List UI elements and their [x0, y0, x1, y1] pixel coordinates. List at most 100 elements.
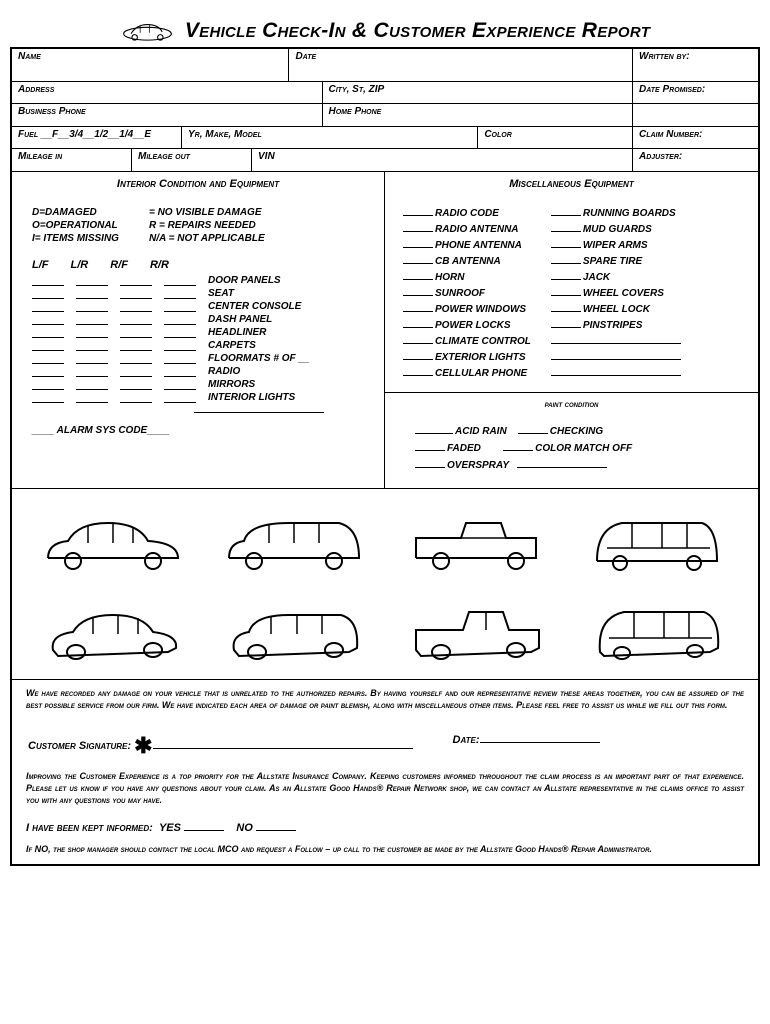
interior-row[interactable]: INTERIOR LIGHTS [32, 392, 364, 403]
form-page: Name Date Written by: Address City, St, … [10, 47, 760, 866]
label-address: Address [18, 84, 54, 95]
label-home-phone: Home Phone [329, 106, 382, 117]
misc-item[interactable]: WHEEL LOCK [551, 302, 681, 318]
misc-item[interactable]: CELLULAR PHONE [403, 366, 531, 382]
interior-row[interactable]: DASH PANEL [32, 314, 364, 325]
interior-item-label: SEAT [208, 288, 234, 299]
vehicle-van-rear-icon[interactable] [582, 503, 732, 578]
lfr-h: R/F [110, 259, 128, 271]
field-address[interactable]: Address [12, 82, 323, 103]
field-mileage-out[interactable]: Mileage out [132, 149, 252, 171]
label-sig-date: Date: [453, 734, 480, 746]
field-written-by[interactable]: Written by: [633, 49, 758, 81]
misc-title: Miscellaneous Equipment [385, 172, 758, 196]
field-adjuster[interactable]: Adjuster: [633, 149, 758, 171]
field-business-phone[interactable]: Business Phone [12, 104, 323, 126]
paint-section: paint condition ACID RAIN CHECKING FADED… [385, 392, 758, 488]
misc-item[interactable]: PINSTRIPES [551, 318, 681, 334]
misc-item[interactable]: CB ANTENNA [403, 254, 531, 270]
signature-row: Customer Signature: ✱ Date: [12, 719, 758, 767]
informed-row: I have been kept informed: YES NO [12, 816, 758, 840]
interior-item-label: RADIO [208, 366, 240, 377]
misc-item[interactable]: WHEEL COVERS [551, 286, 681, 302]
interior-item-label: MIRRORS [208, 379, 255, 390]
misc-item[interactable]: RADIO ANTENNA [403, 222, 531, 238]
misc-item[interactable]: HORN [403, 270, 531, 286]
misc-item[interactable]: RUNNING BOARDS [551, 206, 681, 222]
ifno-text: If NO, the shop manager should contact t… [12, 840, 758, 864]
misc-item[interactable]: SPARE TIRE [551, 254, 681, 270]
page-title: Vehicle Check-In & Customer Experience R… [185, 19, 650, 43]
paint-item[interactable]: FADED [447, 443, 481, 454]
interior-item-label: FLOORMATS # OF __ [208, 353, 310, 364]
interior-row[interactable]: FLOORMATS # OF __ [32, 353, 364, 364]
vehicle-wagon-iso-icon[interactable] [219, 590, 369, 665]
misc-item[interactable]: SUNROOF [403, 286, 531, 302]
field-name[interactable]: Name [12, 49, 289, 81]
field-date[interactable]: Date [289, 49, 633, 81]
interior-row[interactable]: SEAT [32, 288, 364, 299]
field-mileage-in[interactable]: Mileage in [12, 149, 132, 171]
informed-yes[interactable]: YES [159, 822, 181, 834]
field-yr-make-model[interactable]: Yr, Make, Model [182, 127, 478, 148]
lfr-h: L/R [71, 259, 89, 271]
paint-item[interactable]: CHECKING [550, 426, 603, 437]
misc-item[interactable]: POWER LOCKS [403, 318, 531, 334]
field-color[interactable]: Color [478, 127, 633, 148]
legend-col-1: D=DAMAGED O=OPERATIONAL I= ITEMS MISSING [32, 206, 119, 245]
misc-item[interactable]: MUD GUARDS [551, 222, 681, 238]
vehicle-sedan-side-icon[interactable] [38, 503, 188, 578]
asterisk-icon: ✱ [134, 733, 152, 758]
form-header: Vehicle Check-In & Customer Experience R… [10, 10, 760, 47]
vehicle-van-iso-icon[interactable] [582, 590, 732, 665]
label-color: Color [484, 129, 511, 140]
misc-item[interactable]: CLIMATE CONTROL [403, 334, 531, 350]
customer-signature[interactable]: Customer Signature: ✱ [28, 733, 413, 759]
field-vin[interactable]: VIN [252, 149, 633, 171]
misc-item[interactable]: WIPER ARMS [551, 238, 681, 254]
field-claim-number[interactable]: Claim Number: [633, 127, 758, 148]
interior-row[interactable]: HEADLINER [32, 327, 364, 338]
lfr-h: R/R [150, 259, 169, 271]
misc-item[interactable]: POWER WINDOWS [403, 302, 531, 318]
vehicle-truck-iso-icon[interactable] [401, 590, 551, 665]
informed-no[interactable]: NO [236, 822, 253, 834]
signature-date[interactable]: Date: [453, 733, 600, 759]
field-city[interactable]: City, St, ZIP [323, 82, 634, 103]
legend: D=DAMAGED O=OPERATIONAL I= ITEMS MISSING… [32, 206, 364, 245]
interior-row[interactable]: MIRRORS [32, 379, 364, 390]
misc-blank[interactable] [551, 366, 681, 382]
interior-item-label: HEADLINER [208, 327, 266, 338]
misc-section: Miscellaneous Equipment RADIO CODERADIO … [385, 172, 758, 488]
paint-item[interactable]: COLOR MATCH OFF [535, 443, 632, 454]
misc-item[interactable]: PHONE ANTENNA [403, 238, 531, 254]
field-date-promised[interactable]: Date Promised: [633, 82, 758, 103]
label-business-phone: Business Phone [18, 106, 86, 117]
interior-row[interactable]: RADIO [32, 366, 364, 377]
paint-item[interactable]: OVERSPRAY [447, 460, 509, 471]
lfr-h: L/F [32, 259, 49, 271]
label-mileage-out: Mileage out [138, 151, 190, 162]
alarm-code[interactable]: ____ ALARM SYS CODE____ [32, 425, 364, 436]
disclaimer-text: We have recorded any damage on your vehi… [12, 679, 758, 719]
field-fuel[interactable]: Fuel __F__3/4__1/2__1/4__E [12, 127, 182, 148]
field-home-phone[interactable]: Home Phone [323, 104, 634, 126]
label-yr-make-model: Yr, Make, Model [188, 129, 262, 140]
misc-item[interactable]: RADIO CODE [403, 206, 531, 222]
misc-blank[interactable] [551, 350, 681, 366]
misc-item[interactable]: EXTERIOR LIGHTS [403, 350, 531, 366]
label-city: City, St, ZIP [329, 84, 385, 95]
label-claim-number: Claim Number: [639, 129, 702, 140]
interior-row[interactable]: DOOR PANELS [32, 275, 364, 286]
label-mileage-in: Mileage in [18, 151, 62, 162]
misc-blank[interactable] [551, 334, 681, 350]
interior-row[interactable]: CARPETS [32, 340, 364, 351]
interior-item-label: DASH PANEL [208, 314, 272, 325]
interior-row[interactable]: CENTER CONSOLE [32, 301, 364, 312]
vehicle-truck-rear-icon[interactable] [401, 503, 551, 578]
vehicle-sedan-iso-icon[interactable] [38, 590, 188, 665]
paint-item[interactable]: ACID RAIN [455, 426, 507, 437]
vehicle-wagon-side-icon[interactable] [219, 503, 369, 578]
misc-item[interactable]: JACK [551, 270, 681, 286]
vehicle-diagrams [12, 488, 758, 679]
